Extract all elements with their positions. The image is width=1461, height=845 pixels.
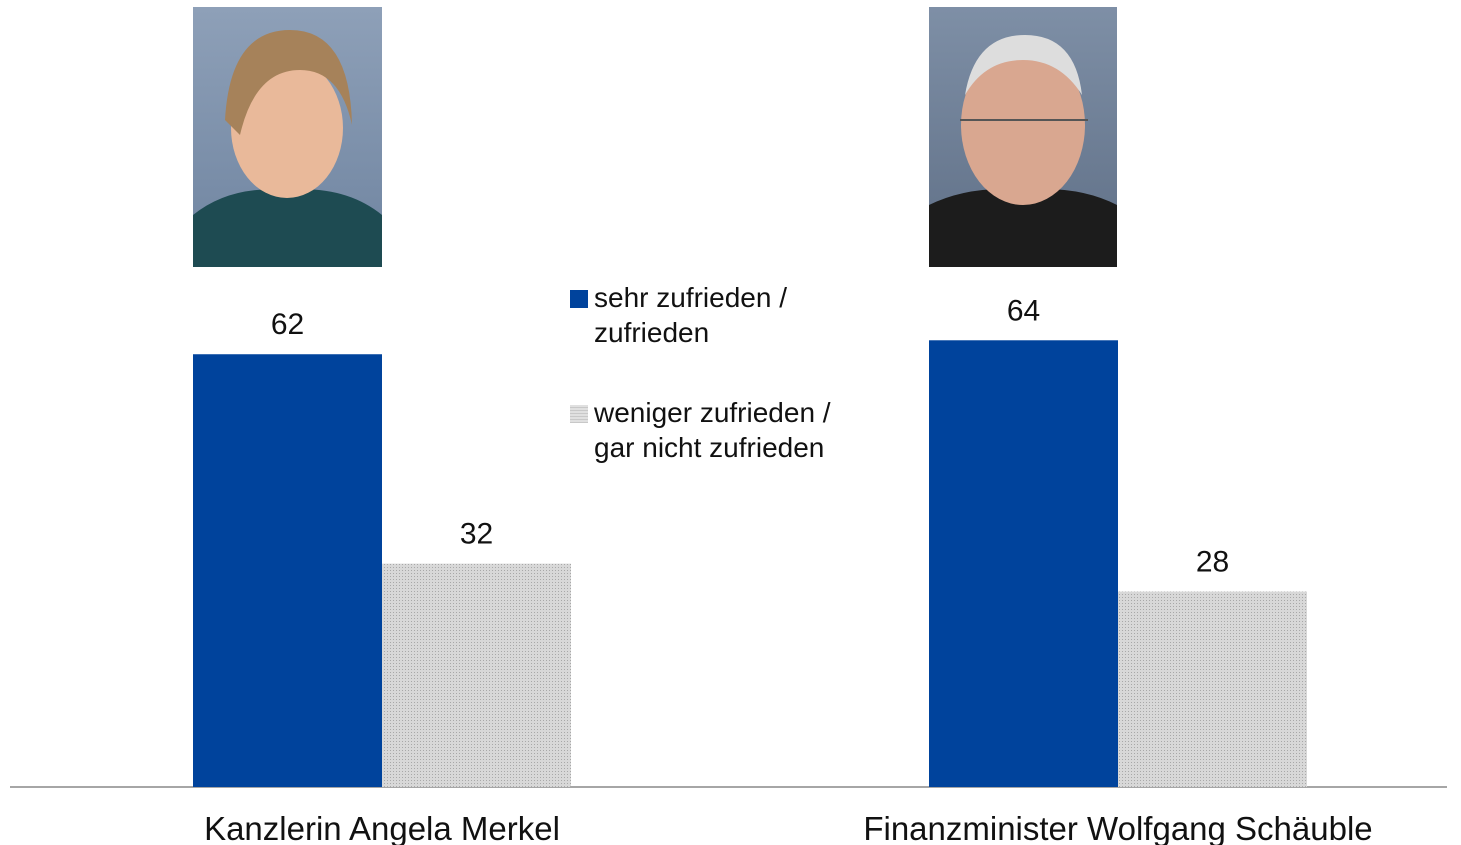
value-label: 32 <box>460 518 493 551</box>
bar <box>382 564 571 787</box>
chart: 62 32 Kanzlerin Angela Merkel 64 28 Finanzmin… <box>0 0 1461 845</box>
legend-swatch <box>570 405 588 423</box>
bar <box>193 354 382 787</box>
legend-label: sehr zufrieden / zufrieden <box>594 280 870 350</box>
category-label: Finanzminister Wolfgang Schäuble <box>863 810 1372 845</box>
bar <box>1118 592 1307 787</box>
value-label: 62 <box>271 308 304 341</box>
photo-schaeuble <box>929 7 1117 267</box>
value-label: 64 <box>1007 294 1040 327</box>
value-label: 28 <box>1196 546 1229 579</box>
bar <box>929 340 1118 787</box>
photo-merkel <box>193 7 382 267</box>
category-label: Kanzlerin Angela Merkel <box>204 810 560 845</box>
legend-swatch <box>570 290 588 308</box>
legend-label: weniger zufrieden / gar nicht zufrieden <box>594 395 870 465</box>
